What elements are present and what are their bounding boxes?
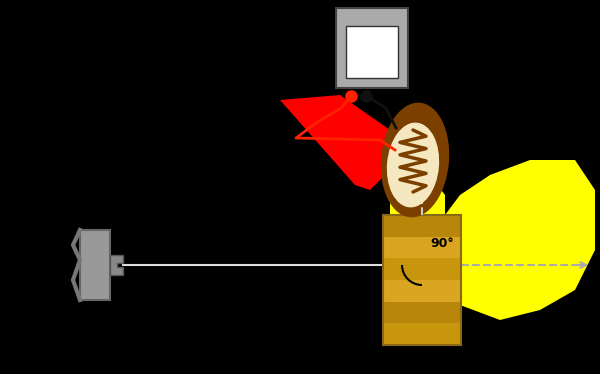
Polygon shape bbox=[336, 8, 408, 88]
Polygon shape bbox=[346, 26, 398, 78]
Polygon shape bbox=[110, 255, 123, 275]
Polygon shape bbox=[445, 160, 595, 320]
Polygon shape bbox=[383, 237, 461, 258]
Polygon shape bbox=[80, 230, 110, 300]
Text: 90°: 90° bbox=[430, 237, 454, 250]
Ellipse shape bbox=[381, 102, 449, 217]
Ellipse shape bbox=[387, 123, 439, 208]
Polygon shape bbox=[383, 302, 461, 324]
Polygon shape bbox=[383, 280, 461, 302]
Polygon shape bbox=[383, 215, 461, 237]
Polygon shape bbox=[390, 175, 445, 215]
Polygon shape bbox=[383, 324, 461, 345]
Polygon shape bbox=[383, 258, 461, 280]
Polygon shape bbox=[280, 95, 390, 190]
